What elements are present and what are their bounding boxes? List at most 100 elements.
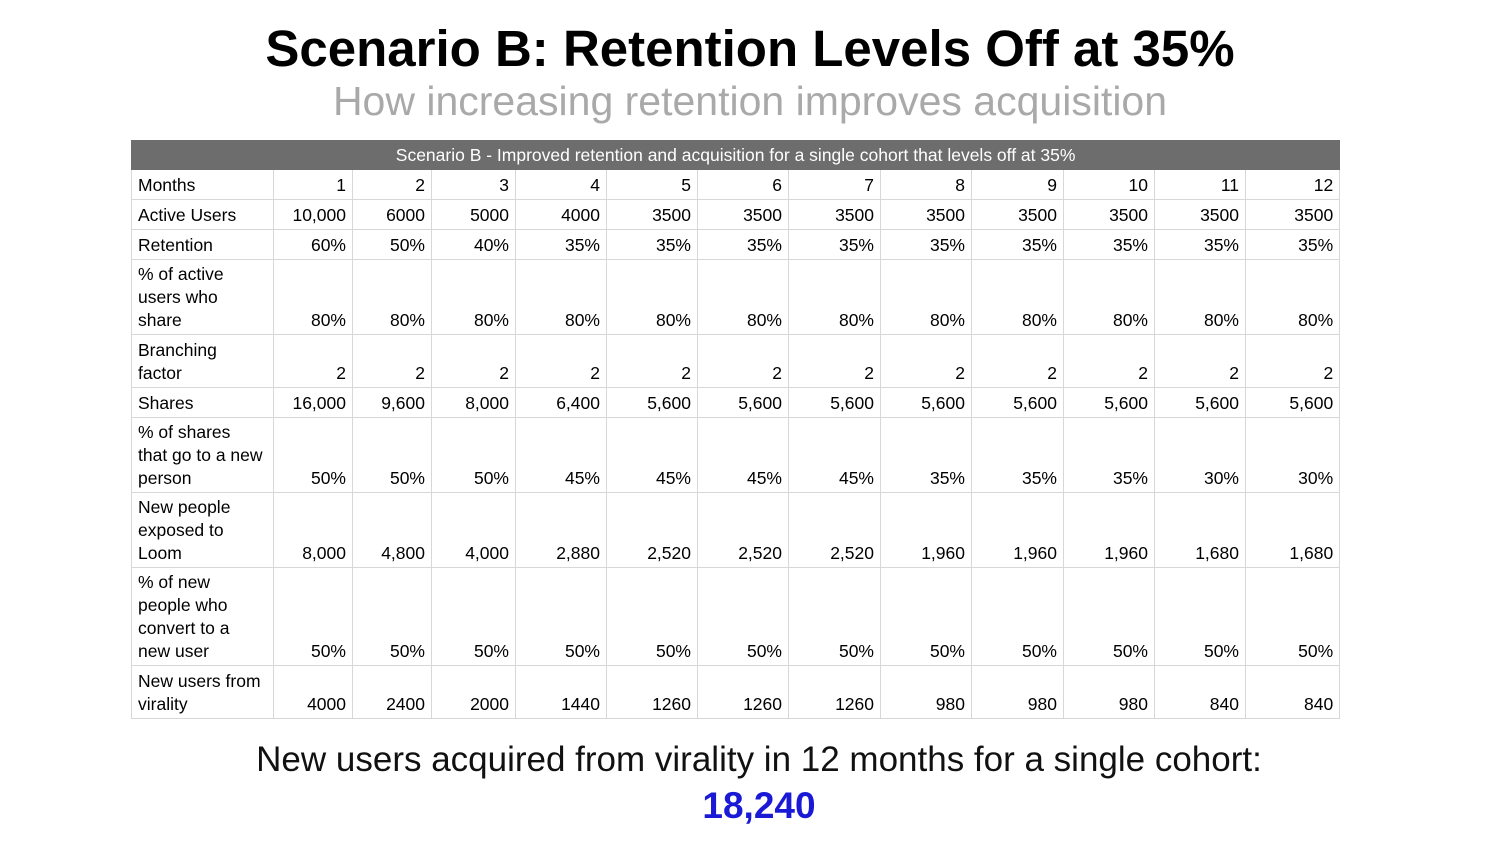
row-label-line: users who [138, 287, 218, 307]
table-cell: 840 [1244, 665, 1341, 719]
table-cell: 80% [788, 259, 881, 335]
table-cell: 1,680 [1244, 492, 1341, 568]
table-cell: 5000 [431, 199, 516, 230]
slide-title: Scenario B: Retention Levels Off at 35% [265, 20, 1235, 77]
table-cell: 45% [606, 417, 698, 493]
table-cell: 3500 [1244, 199, 1341, 230]
table-cell: 40% [431, 229, 516, 260]
row-label-line: % of shares [138, 422, 231, 442]
row-label-line: new user [138, 641, 210, 661]
table-cell: 2 [971, 334, 1064, 388]
table-cell: 50% [515, 567, 607, 666]
table-cell: 2 [606, 334, 698, 388]
table-cell: 50% [1244, 567, 1341, 666]
table-cell: 5,600 [1154, 387, 1246, 418]
table-cell: 5,600 [606, 387, 698, 418]
table-cell: 50% [1063, 567, 1155, 666]
table-cell: 35% [1244, 229, 1341, 260]
table-cell: 50% [1154, 567, 1246, 666]
row-label-line: exposed to [138, 520, 224, 540]
table-cell: 80% [880, 259, 972, 335]
table-cell: 3500 [697, 199, 789, 230]
table-cell: 3500 [788, 199, 881, 230]
table-cell: 2 [1063, 334, 1155, 388]
table-cell: 2 [880, 334, 972, 388]
table-row: New users from virality 4000 2400 2000 1440 12… [131, 665, 1341, 719]
table-cell: 60% [273, 229, 353, 260]
table-cell: 10,000 [273, 199, 353, 230]
row-label-line: % of new [138, 572, 210, 592]
table-cell: 35% [606, 229, 698, 260]
table-cell: 2,880 [515, 492, 607, 568]
table-cell: 50% [352, 417, 432, 493]
table-cell: 80% [606, 259, 698, 335]
row-label: % of shares that go to a new person [131, 417, 274, 493]
summary-text: New users acquired from virality in 12 m… [256, 740, 1262, 779]
row-label: Retention [131, 229, 274, 260]
table-cell: 2 [273, 334, 353, 388]
table-cell: 5,600 [1244, 387, 1341, 418]
table-cell: 35% [880, 417, 972, 493]
table-cell: 3500 [971, 199, 1064, 230]
table-cell: 45% [788, 417, 881, 493]
row-label-line: person [138, 468, 192, 488]
table-cell: 9,600 [352, 387, 432, 418]
table-cell: 45% [515, 417, 607, 493]
row-label: New people exposed to Loom [131, 492, 274, 568]
table-cell: 50% [788, 567, 881, 666]
row-label-line: % of active [138, 264, 224, 284]
row-label-line: Retention [138, 235, 213, 255]
row-label-line: virality [138, 694, 188, 714]
table-cell: 4000 [515, 199, 607, 230]
table-cell: 16,000 [273, 387, 353, 418]
table-cell: 12 [1244, 169, 1341, 200]
table-cell: 50% [431, 417, 516, 493]
table-cell: 6000 [352, 199, 432, 230]
table-cell: 35% [697, 229, 789, 260]
row-label-line: people who [138, 595, 228, 615]
row-label-line: share [138, 310, 182, 330]
table-row: Branching factor 2 2 2 2 2 2 2 2 2 2 2 2 [131, 334, 1341, 388]
table-cell: 1260 [606, 665, 698, 719]
table-cell: 2400 [352, 665, 432, 719]
table-cell: 35% [788, 229, 881, 260]
table-row: Active Users 10,000 6000 5000 4000 3500 3500 35… [131, 199, 1341, 230]
row-label-line: Branching [138, 340, 217, 360]
table-cell: 80% [431, 259, 516, 335]
table-cell: 1440 [515, 665, 607, 719]
table-cell: 2000 [431, 665, 516, 719]
row-label-line: New people [138, 497, 231, 517]
row-label-line: Loom [138, 543, 182, 563]
table-cell: 3 [431, 169, 516, 200]
row-label: Active Users [131, 199, 274, 230]
table-cell: 11 [1154, 169, 1246, 200]
row-label-line: factor [138, 363, 182, 383]
table-cell: 3500 [606, 199, 698, 230]
table-cell: 5,600 [880, 387, 972, 418]
table-cell: 980 [1063, 665, 1155, 719]
slide-subtitle: How increasing retention improves acquis… [332, 78, 1168, 124]
table-cell: 5,600 [1063, 387, 1155, 418]
table-cell: 6 [697, 169, 789, 200]
table-cell: 50% [880, 567, 972, 666]
table-cell: 80% [1063, 259, 1155, 335]
table-cell: 1260 [697, 665, 789, 719]
table-cell: 50% [273, 417, 353, 493]
table-cell: 30% [1154, 417, 1246, 493]
table-cell: 8,000 [273, 492, 353, 568]
total-value: 18,240 [702, 785, 816, 826]
table-cell: 80% [352, 259, 432, 335]
table-cell: 35% [880, 229, 972, 260]
table-cell: 35% [1063, 417, 1155, 493]
table-cell: 2 [431, 334, 516, 388]
table-caption-row: Scenario B - Improved retention and acqu… [130, 140, 1341, 170]
table-cell: 2 [352, 169, 432, 200]
table-cell: 80% [515, 259, 607, 335]
row-label-line: Months [138, 175, 196, 195]
table-row: Retention 60% 50% 40% 35% 35% 35% 35% 35% 35% 35% 3… [131, 229, 1341, 260]
table-cell: 2,520 [697, 492, 789, 568]
table-cell: 980 [880, 665, 972, 719]
table-cell: 4,000 [431, 492, 516, 568]
table-cell: 50% [971, 567, 1064, 666]
table-cell: 4,800 [352, 492, 432, 568]
